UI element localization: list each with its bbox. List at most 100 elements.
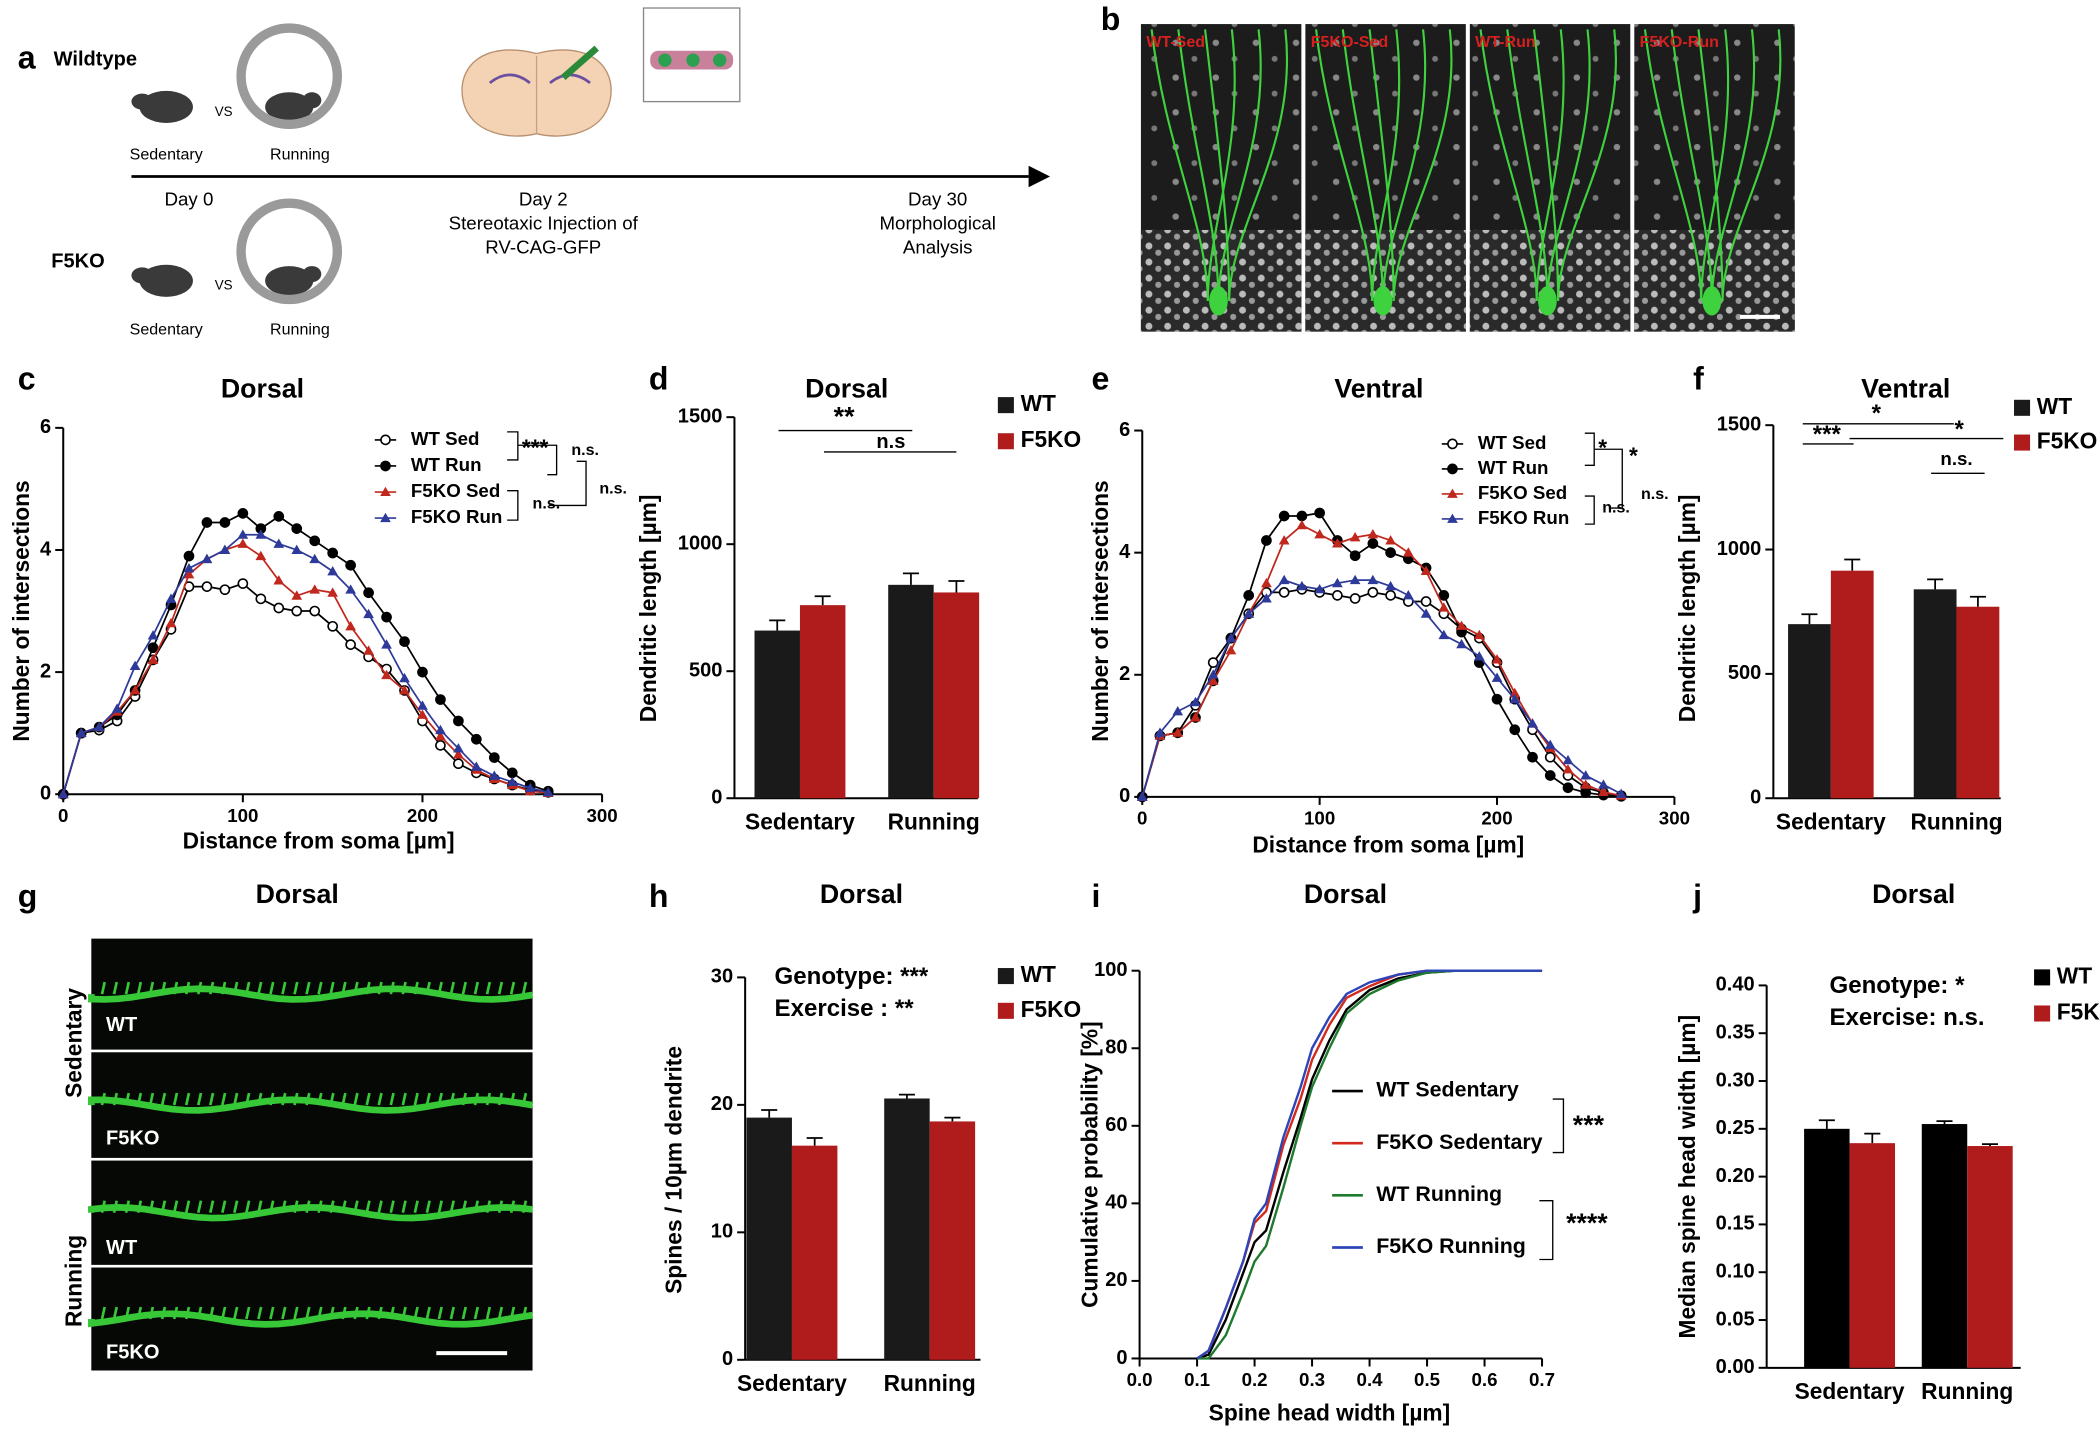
spine xyxy=(209,1200,215,1214)
legend-label: F5KO xyxy=(1021,996,1082,1022)
marker xyxy=(1225,645,1237,655)
marker xyxy=(1420,608,1432,618)
marker xyxy=(1278,574,1290,585)
marker xyxy=(417,709,428,719)
spine xyxy=(196,1306,203,1320)
spine xyxy=(136,1306,143,1320)
image-label: WT-Run xyxy=(1475,33,1536,51)
brain xyxy=(461,7,741,137)
cell-layer xyxy=(1305,229,1466,332)
marker xyxy=(1367,538,1379,549)
series-line xyxy=(62,512,549,795)
spine xyxy=(425,1306,431,1320)
marker xyxy=(471,761,482,771)
y-tick-label: 80 xyxy=(1105,1037,1127,1059)
dendrite xyxy=(1217,29,1262,301)
x-tick-label: 0.3 xyxy=(1299,1369,1325,1390)
spine xyxy=(485,1092,492,1106)
annotation: Genotype: *** xyxy=(775,963,929,990)
cell-layer xyxy=(1469,229,1631,332)
marker xyxy=(309,584,321,594)
dendrite xyxy=(87,1310,534,1328)
y-tick-label: 0 xyxy=(1116,1347,1127,1369)
error-bar xyxy=(1969,595,1986,607)
x-axis-label: Spine head width [µm] xyxy=(1209,1400,1451,1426)
image-label: F5KO xyxy=(106,1341,159,1363)
spine xyxy=(100,1200,106,1214)
marker xyxy=(1615,788,1627,798)
marker xyxy=(363,608,374,619)
marker xyxy=(237,507,249,519)
significance-bracket xyxy=(548,460,587,507)
error-bar xyxy=(944,1116,961,1122)
significance-bracket xyxy=(1594,448,1623,509)
chart-title: Dorsal xyxy=(221,373,304,403)
x-axis-label: Distance from soma [µm] xyxy=(183,827,455,853)
marker xyxy=(1438,602,1450,612)
spine xyxy=(269,1306,275,1320)
marker xyxy=(1491,693,1503,705)
marker xyxy=(219,584,231,596)
spine xyxy=(449,1092,455,1106)
marker xyxy=(1314,583,1325,594)
marker xyxy=(1367,528,1379,539)
y-tick-label: 0 xyxy=(722,1348,733,1370)
bar xyxy=(933,592,980,799)
spine xyxy=(461,1306,468,1320)
marker xyxy=(1332,590,1343,601)
condition: Running xyxy=(270,145,330,163)
marker xyxy=(471,733,482,745)
spine xyxy=(485,981,492,995)
marker xyxy=(111,703,123,713)
marker xyxy=(506,776,518,787)
marker xyxy=(201,581,213,592)
marker xyxy=(380,486,391,497)
spine xyxy=(473,981,480,995)
chart-title: Dorsal xyxy=(1304,879,1387,909)
significance-bracket xyxy=(1584,495,1595,525)
spine xyxy=(449,1200,455,1214)
spine xyxy=(521,981,528,995)
spine xyxy=(449,981,455,995)
marker xyxy=(1438,629,1450,640)
marker xyxy=(165,617,177,628)
marker xyxy=(75,727,87,738)
spine xyxy=(112,981,119,995)
spine xyxy=(100,1092,106,1106)
marker xyxy=(1367,586,1379,598)
annotation: Exercise: n.s. xyxy=(1830,1004,1985,1031)
spine xyxy=(245,1306,251,1320)
series-line xyxy=(1196,969,1543,1360)
x-tick-label: 300 xyxy=(586,805,617,826)
panel-title: Dorsal xyxy=(256,879,339,909)
marker xyxy=(183,562,195,573)
marker xyxy=(381,611,392,623)
bar xyxy=(746,1117,792,1360)
spine xyxy=(160,1306,167,1320)
marker xyxy=(345,584,356,594)
x-axis-label: Distance from soma [µm] xyxy=(1252,831,1524,857)
spine xyxy=(148,1200,155,1214)
significance-bracket xyxy=(517,444,558,476)
error-bar xyxy=(1981,1143,1998,1147)
panel-label: j xyxy=(1692,878,1702,914)
marker xyxy=(237,578,249,589)
annotation: * xyxy=(1598,434,1607,460)
marker xyxy=(1243,608,1255,618)
image-label: WT xyxy=(106,1014,138,1036)
spine xyxy=(100,981,106,995)
marker xyxy=(291,523,303,534)
marker xyxy=(363,645,374,655)
series-line xyxy=(1196,969,1543,1360)
y-tick-label: 0.40 xyxy=(1716,974,1755,996)
spine xyxy=(112,1092,119,1106)
spine xyxy=(377,1092,383,1106)
chart-title: Ventral xyxy=(1861,373,1950,403)
marker xyxy=(345,620,356,631)
y-tick-label: 0.35 xyxy=(1716,1022,1755,1044)
marker xyxy=(1473,629,1485,640)
x-tick-label: 0 xyxy=(58,805,68,826)
spine xyxy=(497,1200,504,1214)
soma xyxy=(1373,286,1393,316)
